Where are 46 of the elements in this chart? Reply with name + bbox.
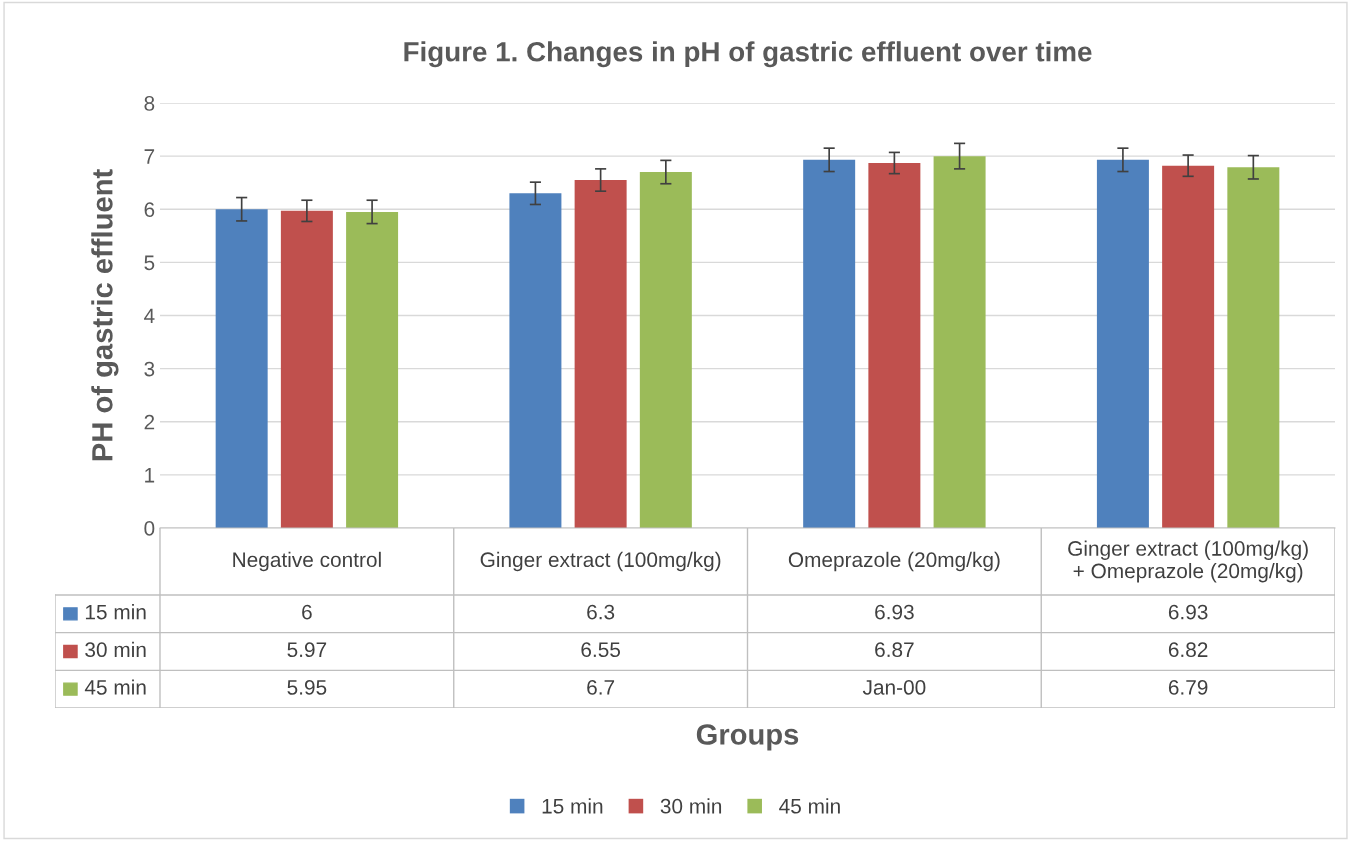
- data-label: 6.82: [1168, 642, 1208, 658]
- x-tick-label: Negative control: [233, 551, 381, 572]
- bar: [1162, 165, 1215, 528]
- data-label: 6.93: [875, 604, 914, 620]
- bar: [868, 163, 921, 528]
- bar: [639, 172, 692, 528]
- x-tick-label: Ginger extract (100mg/kg) + Omeprazole (20mg/kg): [1068, 540, 1308, 583]
- bar: [1227, 167, 1280, 528]
- data-label: 6.3: [587, 604, 615, 620]
- data-label: 5.97: [287, 642, 327, 658]
- y-tick-label: 2: [144, 414, 155, 430]
- bar: [215, 209, 268, 528]
- y-tick-label: 7: [144, 149, 155, 164]
- y-tick-label: 4: [144, 308, 155, 324]
- bar: [346, 211, 399, 528]
- x-tick-label: Ginger extract (100mg/kg): [480, 551, 721, 572]
- chart-title: Figure 1. Changes in pH of gastric effluent over time: [404, 41, 1092, 68]
- legend-label: 15 min: [85, 604, 146, 620]
- legend-label: 30 min: [85, 641, 146, 658]
- text: 15 min: [542, 798, 603, 814]
- data-label: 6: [302, 604, 312, 620]
- x-axis-title: Groups: [696, 724, 799, 751]
- y-axis-title: PH of gastric effluent: [91, 169, 119, 461]
- data-label: 6.7: [587, 680, 615, 695]
- data-label: Jan-00: [862, 680, 926, 695]
- bar: [933, 156, 986, 528]
- text: 45 min: [779, 798, 840, 814]
- bar: [509, 193, 562, 528]
- x-tick-label: Omeprazole (20mg/kg): [788, 551, 1000, 572]
- y-tick-label: 3: [144, 361, 155, 377]
- bar: [574, 180, 627, 528]
- data-label: 6.87: [875, 642, 914, 658]
- y-tick-label: 1: [145, 468, 155, 483]
- data-label: 5.95: [287, 680, 327, 695]
- text: 30 min: [660, 798, 722, 814]
- data-label: 6.55: [581, 642, 621, 658]
- bar: [803, 159, 856, 528]
- y-tick-label: 5: [144, 255, 155, 271]
- y-tick-label: 8: [144, 96, 155, 111]
- y-tick-label: 0: [144, 521, 155, 536]
- data-label: 6.93: [1168, 604, 1208, 620]
- data-label: 6.79: [1168, 680, 1208, 695]
- bar: [1096, 159, 1149, 528]
- bar: [280, 210, 333, 528]
- y-tick-label: 6: [144, 202, 155, 217]
- legend-label: 45 min: [84, 679, 146, 695]
